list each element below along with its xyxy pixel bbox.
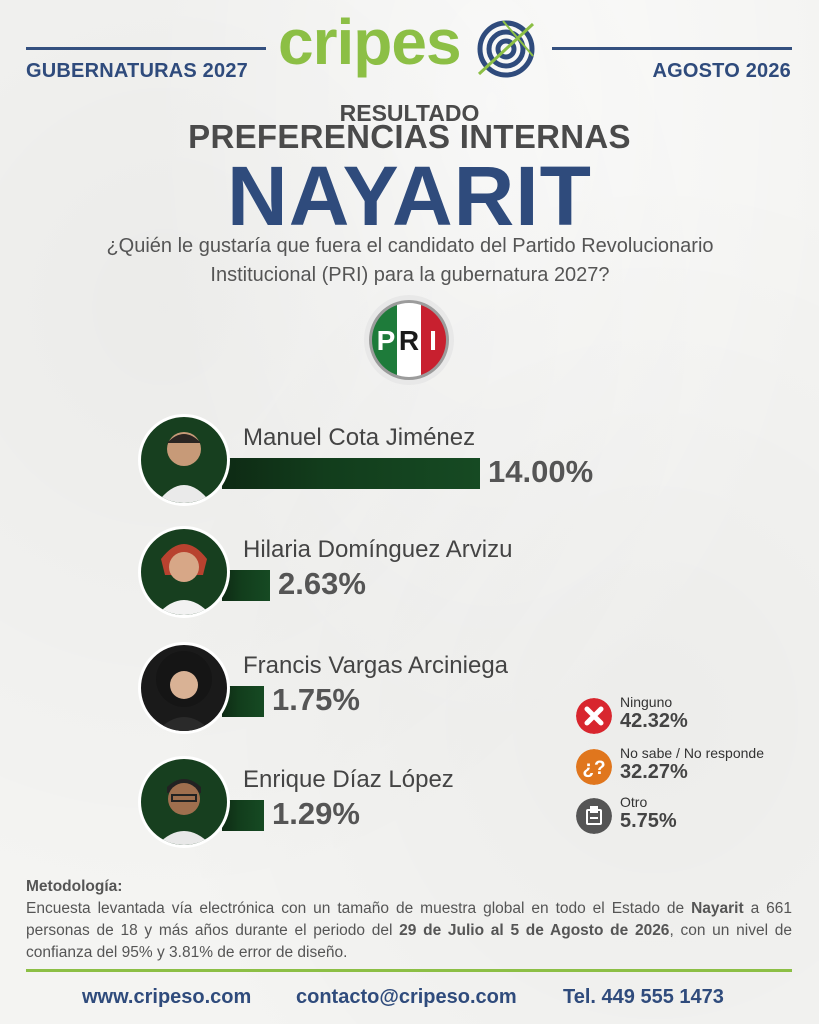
option-value: 32.27% (620, 761, 688, 783)
option-ninguno: Ninguno 42.32% (576, 694, 796, 738)
candidate-name: Hilaria Domínguez Arvizu (243, 536, 513, 563)
phone-number[interactable]: Tel. 449 555 1473 (563, 986, 724, 1008)
header-rule-right (552, 47, 792, 50)
candidate-row: Manuel Cota Jiménez 14.00% (138, 414, 758, 514)
candidate-bar (222, 458, 480, 489)
option-value: 5.75% (620, 810, 677, 832)
methodology-text-1: Encuesta levantada vía electrónica con u… (26, 900, 692, 917)
pri-letter-p: P (377, 325, 396, 356)
methodology-text-2: a 661 personas de 18 y más años durante … (26, 900, 792, 939)
methodology-block: Metodología: Encuesta levantada vía elec… (26, 876, 792, 964)
x-icon (576, 698, 612, 734)
question-icon: ¿? (576, 749, 612, 785)
ballot-box-icon (576, 798, 612, 834)
header-rule-left (26, 47, 266, 50)
option-value: 42.32% (620, 710, 688, 732)
option-label: No sabe / No responde (620, 745, 764, 761)
target-icon (477, 20, 535, 78)
footer-divider (26, 969, 792, 972)
email-link[interactable]: contacto@cripeso.com (296, 986, 517, 1008)
question-line-2: Institucional (PRI) para la gubernatura … (210, 264, 610, 286)
option-otro: Otro 5.75% (576, 794, 796, 838)
methodology-text-3: , con un nivel de confianza del 95% y 3.… (26, 922, 792, 961)
methodology-state: Nayarit (691, 900, 744, 917)
candidate-name: Enrique Díaz López (243, 766, 454, 793)
candidate-bar (222, 570, 270, 601)
candidate-photo (138, 642, 230, 734)
candidate-row: Francis Vargas Arciniega 1.75% (138, 642, 758, 742)
header-right-label: AGOSTO 2026 (652, 60, 791, 82)
candidate-percentage: 1.75% (272, 682, 360, 717)
pri-letter-r: R (399, 325, 419, 356)
candidate-name: Manuel Cota Jiménez (243, 424, 476, 451)
option-label: Otro (620, 794, 648, 810)
pri-letter-i: I (429, 325, 437, 356)
methodology-text: Encuesta levantada vía electrónica con u… (26, 898, 792, 964)
svg-text:¿?: ¿? (582, 758, 605, 779)
subtitle: PREFERENCIAS INTERNAS (188, 118, 631, 155)
candidate-photo (138, 526, 230, 618)
page-title: NAYARIT (227, 149, 592, 243)
candidate-row: Enrique Díaz López 1.29% (138, 756, 758, 856)
option-no-sabe: ¿? No sabe / No responde 32.27% (576, 745, 796, 789)
candidate-name: Francis Vargas Arciniega (243, 652, 509, 679)
cripeso-logo: cripes (278, 6, 548, 84)
option-label: Ninguno (620, 694, 673, 710)
header-left-label: GUBERNATURAS 2027 (26, 60, 248, 82)
candidate-photo (138, 756, 230, 848)
candidate-percentage: 14.00% (488, 454, 594, 489)
result-label: RESULTADO (339, 100, 480, 126)
candidate-photo (138, 414, 230, 506)
candidate-percentage: 1.29% (272, 796, 360, 831)
pri-party-logo: P R I (364, 295, 454, 385)
survey-question: ¿Quién le gustaría que fuera el candidat… (60, 232, 760, 290)
question-line-1: ¿Quién le gustaría que fuera el candidat… (106, 235, 714, 257)
logo-text-green: cripes (278, 6, 462, 78)
website-link[interactable]: www.cripeso.com (82, 986, 252, 1008)
methodology-dates: 29 de Julio al 5 de Agosto de 2026 (399, 922, 670, 939)
methodology-heading: Metodología: (26, 878, 123, 895)
candidate-percentage: 2.63% (278, 566, 366, 601)
candidate-row: Hilaria Domínguez Arvizu 2.63% (138, 526, 758, 626)
